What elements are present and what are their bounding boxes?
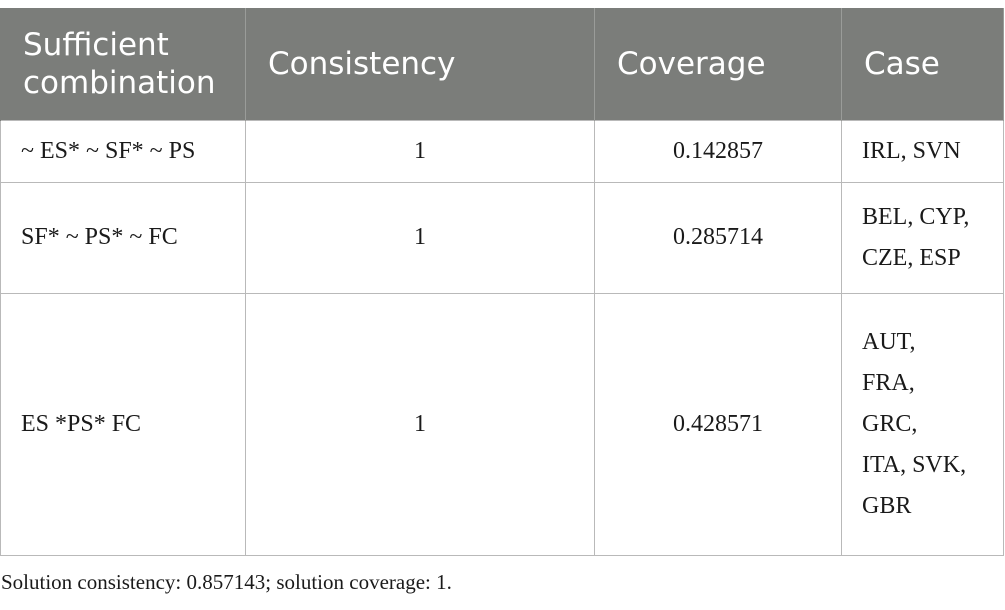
header-coverage: Coverage — [594, 8, 842, 120]
case-line: IRL, SVN — [862, 137, 961, 164]
case-cell: AUT, FRA, GRC, ITA, SVK, GBR — [841, 292, 1004, 556]
qca-results-table: Sufficient combination Consistency Cover… — [0, 8, 1004, 556]
combination-cell: SF* ~ PS* ~ FC — [0, 181, 246, 294]
combination-cell: ES *PS* FC — [0, 292, 246, 556]
coverage-cell: 0.428571 — [594, 292, 842, 556]
case-line: AUT, — [862, 328, 916, 355]
header-row: Sufficient combination Consistency Cover… — [0, 8, 1004, 120]
case-line: FRA, — [862, 369, 915, 396]
case-line: GBR — [862, 492, 912, 519]
case-cell: BEL, CYP, CZE, ESP — [841, 181, 1004, 294]
combination-cell: ~ ES* ~ SF* ~ PS — [0, 119, 246, 183]
header-case: Case — [841, 8, 1004, 120]
table-footnote: Solution consistency: 0.857143; solution… — [1, 570, 452, 594]
consistency-cell: 1 — [245, 181, 595, 294]
header-consistency: Consistency — [245, 8, 595, 120]
case-line: GRC, — [862, 410, 918, 437]
consistency-cell: 1 — [245, 119, 595, 183]
table-row: ES *PS* FC 1 0.428571 AUT, FRA, GRC, ITA… — [0, 292, 1004, 556]
coverage-cell: 0.285714 — [594, 181, 842, 294]
table-row: ~ ES* ~ SF* ~ PS 1 0.142857 IRL, SVN — [0, 119, 1004, 183]
case-line: ITA, SVK, — [862, 451, 967, 478]
table-body: ~ ES* ~ SF* ~ PS 1 0.142857 IRL, SVN SF*… — [0, 119, 1004, 556]
consistency-cell: 1 — [245, 292, 595, 556]
case-line: CZE, ESP — [862, 244, 961, 271]
header-sufficient-combination: Sufficient combination — [0, 8, 246, 120]
table-row: SF* ~ PS* ~ FC 1 0.285714 BEL, CYP, CZE,… — [0, 181, 1004, 294]
table-header: Sufficient combination Consistency Cover… — [0, 8, 1004, 120]
case-line: BEL, CYP, — [862, 203, 970, 230]
case-cell: IRL, SVN — [841, 119, 1004, 183]
coverage-cell: 0.142857 — [594, 119, 842, 183]
